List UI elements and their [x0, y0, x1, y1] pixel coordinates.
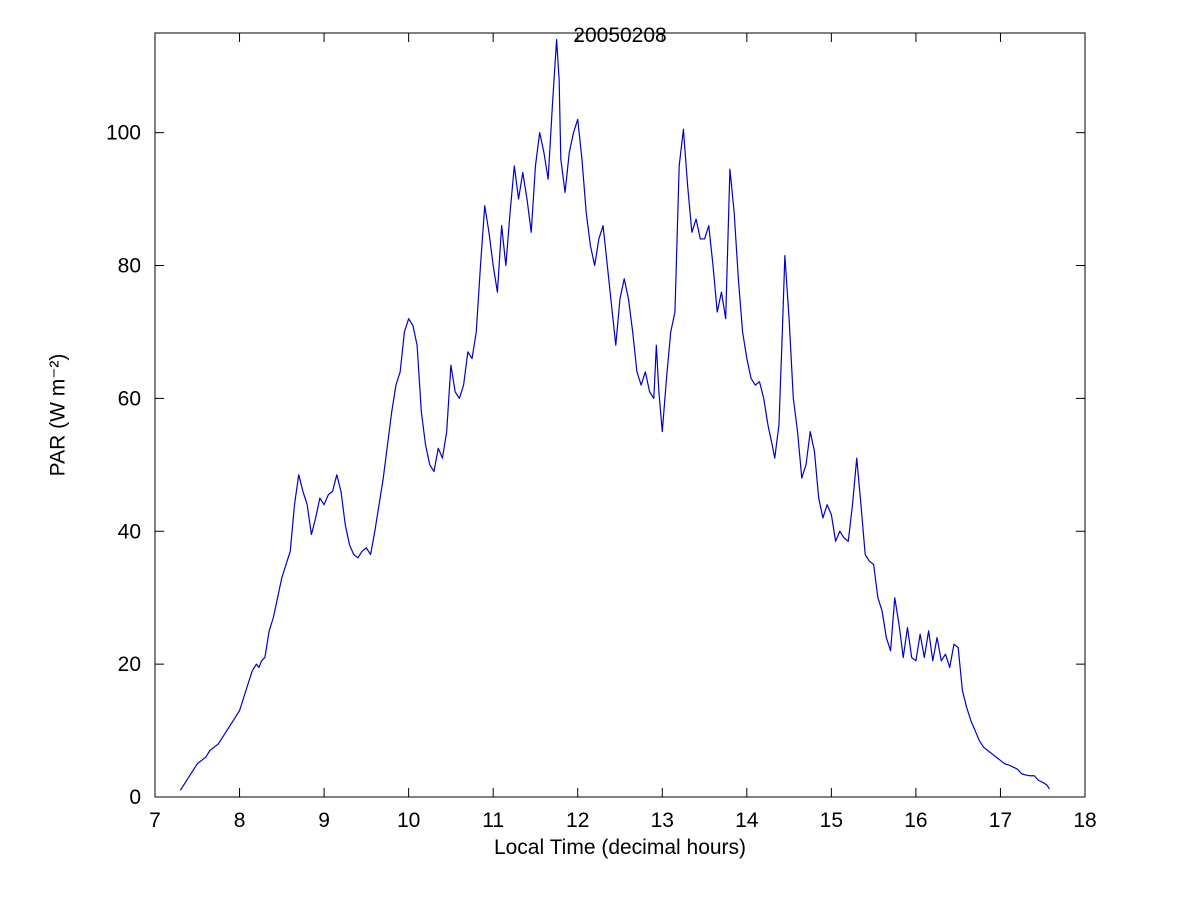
plot-box	[154, 32, 1086, 798]
x-tick-label: 8	[234, 809, 246, 832]
x-tick-label: 16	[904, 809, 927, 832]
y-tick-label: 0	[129, 786, 141, 809]
x-tick-label: 10	[397, 809, 420, 832]
y-tick-label: 100	[106, 122, 141, 145]
x-tick-label: 14	[735, 809, 759, 832]
chart-title: 20050208	[573, 24, 667, 47]
y-tick-label: 80	[118, 255, 141, 278]
y-tick-label: 40	[118, 520, 141, 543]
x-tick-label: 12	[566, 809, 589, 832]
x-tick-label: 17	[989, 809, 1012, 832]
y-tick-label: 60	[118, 387, 141, 410]
par-data-line	[179, 39, 1050, 791]
x-axis-label: Local Time (decimal hours)	[493, 836, 747, 859]
y-tick-label: 20	[118, 653, 141, 676]
x-tick-label: 13	[651, 809, 674, 832]
y-axis-label: PAR (W m⁻²)	[46, 353, 70, 477]
x-tick-label: 11	[482, 809, 504, 832]
x-tick-label: 15	[820, 809, 843, 832]
x-tick-label: 9	[318, 809, 330, 832]
x-tick-label: 7	[149, 809, 161, 832]
x-tick-label: 18	[1073, 809, 1096, 832]
